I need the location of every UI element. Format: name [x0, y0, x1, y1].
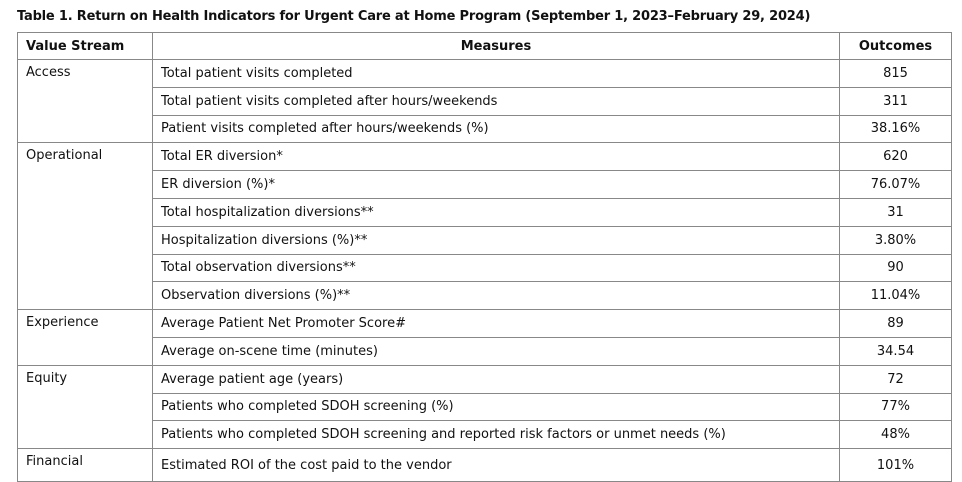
table-row: Observation diversions (%)** 11.04% [18, 281, 952, 311]
value-stream-cell: Access [17, 58, 153, 144]
outcome-cell: 815 [839, 59, 952, 88]
outcome-cell: 72 [839, 364, 952, 394]
header-cell: Value Stream [17, 32, 153, 60]
table-row: Operational Total ER diversion* 620 [17, 142, 952, 311]
measure-cell: Average on-scene time (minutes) [152, 336, 840, 366]
measure-cell: Estimated ROI of the cost paid to the ve… [152, 448, 840, 482]
table: Value Stream Measures Outcomes Access Tot… [17, 32, 952, 482]
outcome-cell: 76.07% [839, 170, 952, 199]
outcome-cell: 48% [839, 420, 952, 450]
measure-cell: Average Patient Net Promoter Score# [152, 309, 840, 338]
table-row: Financial Estimated ROI of the cost paid … [17, 448, 952, 482]
measure-cell: Total hospitalization diversions** [152, 197, 840, 227]
measure-cell: Total patient visits completed after hou… [152, 86, 840, 116]
outcome-cell: 311 [839, 86, 952, 116]
header-cell: Measures [152, 32, 840, 60]
table-row: Hospitalization diversions (%)** 3.80% [18, 225, 952, 255]
measure-cell: Patients who completed SDOH screening (%… [152, 392, 840, 422]
value-stream-cell: Equity [17, 364, 153, 450]
table-row: Total patient visits completed after hou… [18, 86, 952, 116]
outcome-cell: 38.16% [839, 114, 952, 144]
measure-cell: Total observation diversions** [152, 253, 840, 283]
table-row: Experience Average Patient Net Promoter S… [17, 309, 952, 366]
outcome-cell: 31 [839, 197, 952, 227]
measure-cell: Patients who completed SDOH screening an… [152, 420, 840, 450]
outcome-cell: 101% [839, 448, 952, 482]
outcome-cell: 77% [839, 392, 952, 422]
table-row: Total observation diversions** 90 [18, 253, 952, 283]
outcome-cell: 89 [839, 309, 952, 338]
value-stream-cell: Financial [17, 448, 153, 482]
measure-cell: Patient visits completed after hours/wee… [152, 114, 840, 144]
value-stream-cell: Operational [17, 142, 153, 311]
table-row: Access Total patient visits completed 815 [17, 58, 952, 144]
table-row: Patient visits completed after hours/wee… [18, 114, 952, 144]
header-cell: Outcomes [839, 32, 952, 60]
outcome-cell: 34.54 [839, 336, 952, 366]
table-row: Equity Average patient age (years) 72 [17, 364, 952, 450]
table-body: Access Total patient visits completed 815 T… [17, 58, 952, 482]
outcome-cell: 620 [839, 142, 952, 172]
outcome-cell: 3.80% [839, 225, 952, 255]
table-row: ER diversion (%)* 76.07% [18, 170, 952, 199]
measure-cell: Observation diversions (%)** [152, 281, 840, 311]
measure-cell: Hospitalization diversions (%)** [152, 225, 840, 255]
header-row: Value Stream Measures Outcomes [17, 32, 952, 60]
outcome-cell: 11.04% [839, 281, 952, 311]
outcome-cell: 90 [839, 253, 952, 283]
measure-cell: Total ER diversion* [152, 142, 840, 172]
table-row: Patients who completed SDOH screening (%… [18, 392, 952, 422]
value-stream-cell: Experience [17, 309, 153, 366]
table-row: Patients who completed SDOH screening an… [18, 420, 952, 450]
measure-cell: ER diversion (%)* [152, 170, 840, 199]
measure-cell: Total patient visits completed [152, 59, 840, 88]
measure-cell: Average patient age (years) [152, 364, 840, 394]
table-title: Table 1. Return on Health Indicators for… [17, 9, 811, 24]
table-row: Average on-scene time (minutes) 34.54 [18, 336, 952, 366]
table-row: Total hospitalization diversions** 31 [18, 197, 952, 227]
